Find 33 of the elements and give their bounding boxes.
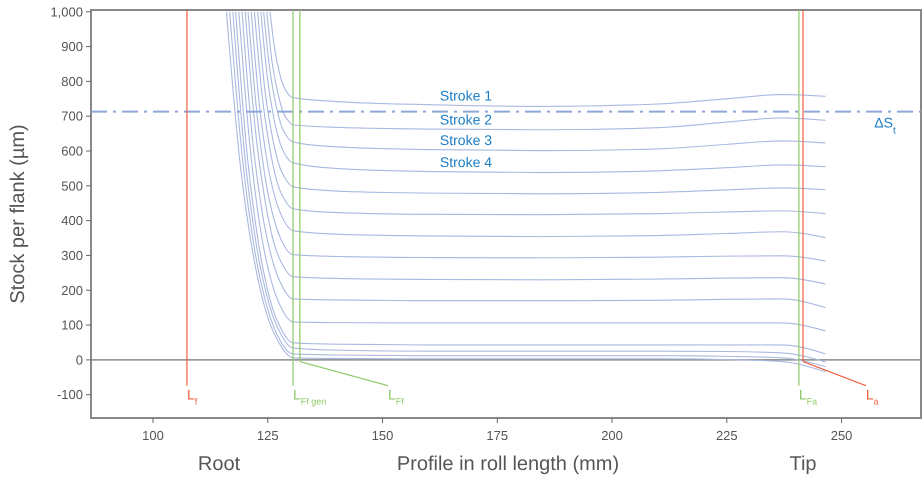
x-tick-label: 225 (716, 428, 738, 443)
y-tick-label: 300 (61, 248, 83, 263)
y-tick-label: 100 (61, 318, 83, 333)
y-tick-label: 1,000 (50, 4, 83, 20)
ref-line-label: ΔS$_{t}$ (874, 114, 896, 136)
text: Root (198, 453, 241, 475)
ref-line-label: L$_{a}$ (866, 386, 879, 407)
y-tick-label: -100 (56, 387, 83, 402)
text: Tip (789, 453, 817, 475)
ref-line-label: L$_{f}$ (186, 386, 198, 407)
y-tick-label: 700 (61, 108, 83, 124)
ref-line-label: L$_{Ff}$ (388, 386, 404, 407)
y-tick-label: 600 (61, 144, 83, 159)
y-tick-label: 800 (61, 74, 83, 89)
y-tick-label: 200 (61, 282, 83, 298)
y-axis-title: Stock per flank (µm) (7, 124, 29, 304)
x-tick-label: 150 (372, 428, 394, 443)
series-label: Stroke 2 (440, 111, 492, 128)
x-axis-title: Profile in roll length (mm) (396, 453, 620, 475)
y-tick-label: 900 (61, 39, 83, 54)
ref-line-label: L$_{Ff gen}$ (292, 386, 326, 407)
y-tick-label: 500 (61, 178, 83, 194)
series-label: Stroke 3 (440, 132, 492, 148)
series-label: Stroke 4 (440, 154, 492, 170)
x-tick-label: 200 (601, 428, 623, 443)
x-tick-label: 250 (830, 428, 852, 443)
y-tick-label: 0 (76, 352, 83, 368)
x-tick-label: 175 (486, 428, 508, 443)
x-tick-label: 125 (256, 428, 279, 443)
series-label: Stroke 1 (440, 87, 492, 104)
x-tick-label: 100 (142, 428, 164, 443)
y-tick-label: 400 (61, 213, 83, 228)
ref-line-label: L$_{Fa}$ (798, 386, 818, 407)
